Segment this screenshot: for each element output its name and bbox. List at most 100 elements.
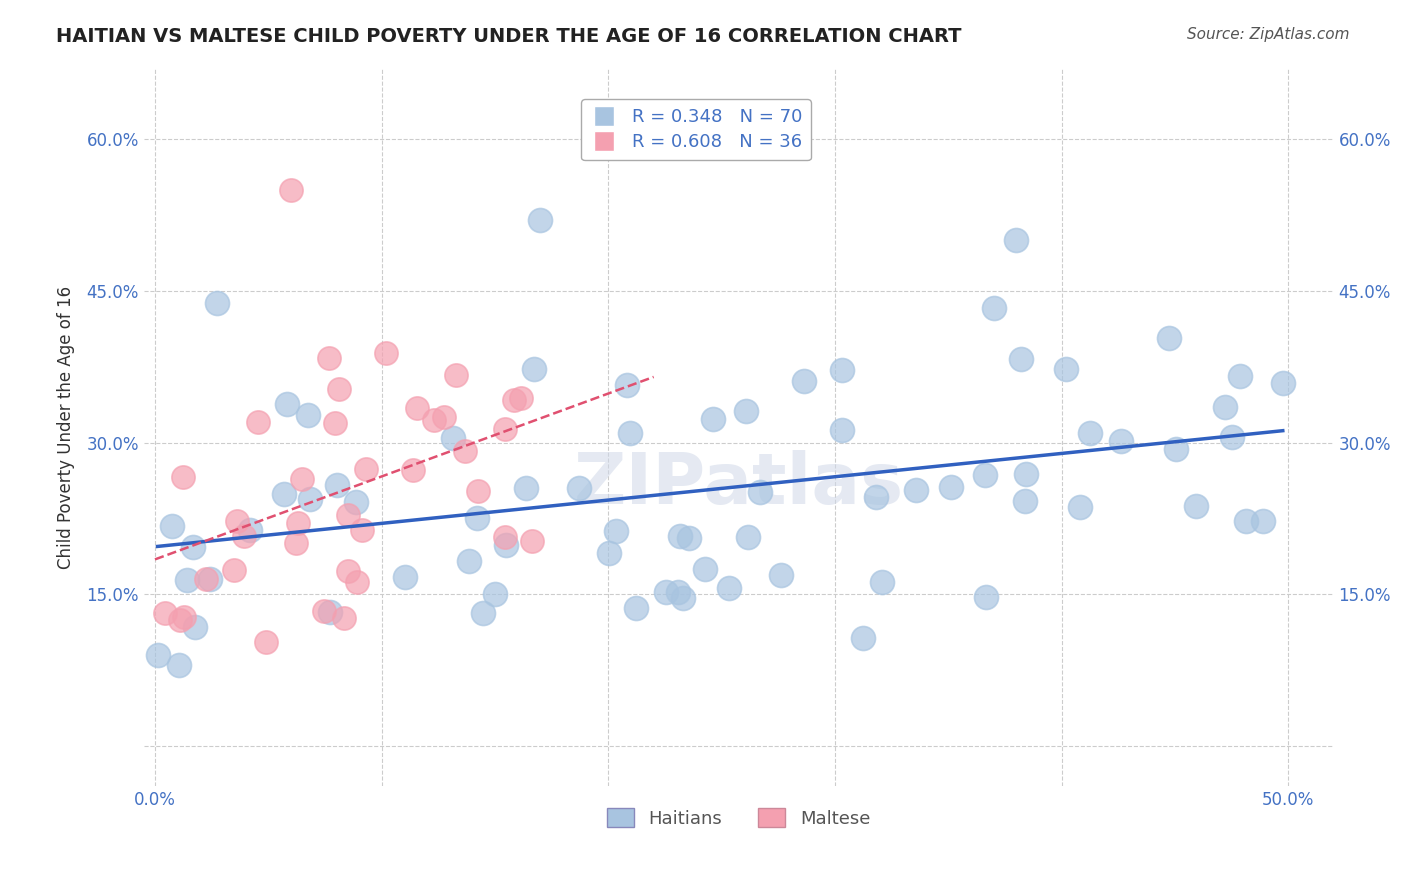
Point xyxy=(1157,331,1180,345)
Point xyxy=(941,480,963,494)
Point xyxy=(494,422,516,436)
Point xyxy=(669,528,692,542)
Point xyxy=(1011,352,1033,367)
Point xyxy=(312,604,335,618)
Point xyxy=(510,392,533,406)
Point xyxy=(472,606,495,620)
Point xyxy=(1229,369,1251,384)
Point xyxy=(983,301,1005,315)
Point xyxy=(195,573,218,587)
Point xyxy=(280,183,302,197)
Point xyxy=(865,491,887,505)
Point xyxy=(1271,376,1294,390)
Point xyxy=(336,508,359,523)
Point xyxy=(467,483,489,498)
Point xyxy=(328,382,350,396)
Point xyxy=(515,482,537,496)
Point xyxy=(1014,494,1036,508)
Point xyxy=(1054,362,1077,376)
Point xyxy=(619,425,641,440)
Point xyxy=(1234,514,1257,528)
Point xyxy=(718,581,741,595)
Point xyxy=(160,518,183,533)
Point xyxy=(702,412,724,426)
Point xyxy=(153,606,176,620)
Point xyxy=(1111,434,1133,448)
Point xyxy=(276,397,298,411)
Point xyxy=(465,511,488,525)
Point xyxy=(605,524,627,538)
Y-axis label: Child Poverty Under the Age of 16: Child Poverty Under the Age of 16 xyxy=(58,286,75,569)
Point xyxy=(870,575,893,590)
Point xyxy=(181,540,204,554)
Point xyxy=(176,573,198,587)
Point xyxy=(678,531,700,545)
Point xyxy=(247,415,270,429)
Point xyxy=(1220,430,1243,444)
Point xyxy=(273,487,295,501)
Point xyxy=(831,423,853,437)
Point xyxy=(333,611,356,625)
Text: Source: ZipAtlas.com: Source: ZipAtlas.com xyxy=(1187,27,1350,42)
Point xyxy=(226,514,249,528)
Point xyxy=(1014,467,1036,481)
Point xyxy=(444,368,467,383)
Point xyxy=(598,546,620,560)
Point xyxy=(344,494,367,508)
Point xyxy=(1069,500,1091,514)
Point xyxy=(326,478,349,492)
Point xyxy=(484,587,506,601)
Text: ZIPatlas: ZIPatlas xyxy=(574,450,904,519)
Point xyxy=(232,528,254,542)
Point xyxy=(167,658,190,673)
Point xyxy=(222,563,245,577)
Point xyxy=(974,468,997,483)
Point xyxy=(285,535,308,549)
Point xyxy=(529,213,551,227)
Point xyxy=(502,392,524,407)
Point xyxy=(405,401,427,415)
Point xyxy=(207,296,229,310)
Point xyxy=(737,530,759,544)
Point xyxy=(734,404,756,418)
Point xyxy=(299,491,322,506)
Point xyxy=(655,584,678,599)
Point xyxy=(433,410,456,425)
Point xyxy=(394,570,416,584)
Point xyxy=(523,361,546,376)
Point xyxy=(287,516,309,531)
Point xyxy=(520,534,543,549)
Point xyxy=(198,572,221,586)
Point xyxy=(318,351,340,366)
Point xyxy=(831,363,853,377)
Point xyxy=(239,523,262,537)
Point xyxy=(254,634,277,648)
Point xyxy=(567,482,589,496)
Point xyxy=(352,523,374,537)
Point xyxy=(146,648,169,662)
Text: HAITIAN VS MALTESE CHILD POVERTY UNDER THE AGE OF 16 CORRELATION CHART: HAITIAN VS MALTESE CHILD POVERTY UNDER T… xyxy=(56,27,962,45)
Point xyxy=(1213,400,1236,414)
Point xyxy=(1253,515,1275,529)
Point xyxy=(172,469,194,483)
Point xyxy=(671,591,693,606)
Point xyxy=(375,346,398,360)
Point xyxy=(346,574,368,589)
Point xyxy=(1185,499,1208,513)
Point xyxy=(184,619,207,633)
Point xyxy=(169,613,191,627)
Point xyxy=(458,554,481,568)
Legend: Haitians, Maltese: Haitians, Maltese xyxy=(600,801,877,835)
Point xyxy=(402,463,425,477)
Point xyxy=(337,564,360,578)
Point xyxy=(323,416,346,430)
Point xyxy=(769,567,792,582)
Point xyxy=(441,431,464,445)
Point xyxy=(495,538,517,552)
Point xyxy=(423,413,446,427)
Point xyxy=(616,378,638,392)
Point xyxy=(693,562,716,576)
Point xyxy=(454,444,477,458)
Point xyxy=(495,530,517,544)
Point xyxy=(297,408,319,422)
